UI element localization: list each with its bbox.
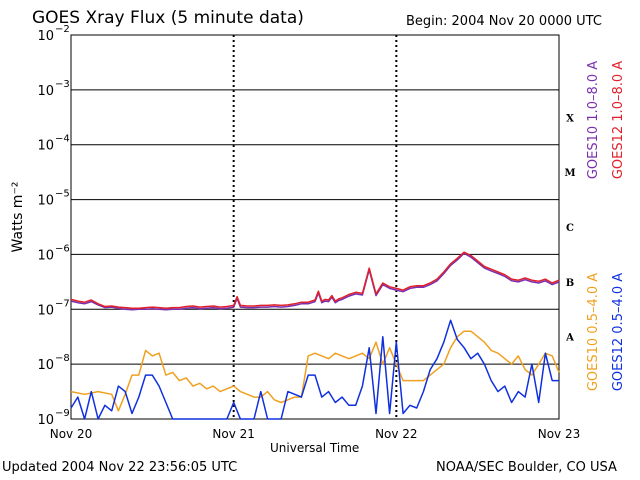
y-tick-label-exponent: −5 bbox=[55, 189, 70, 200]
legend-entry: GOES12 0.5–4.0 A bbox=[611, 273, 626, 391]
legend-entry: GOES12 1.0–8.0 A bbox=[611, 61, 626, 179]
credit-line: NOAA/SEC Boulder, CO USA bbox=[436, 460, 617, 475]
y-axis-title: Watts m⁻² bbox=[10, 182, 26, 253]
series-line bbox=[70, 252, 560, 311]
x-tick-label: Nov 21 bbox=[212, 427, 255, 441]
flare-class-label: M bbox=[564, 168, 575, 179]
x-axis-title: Universal Time bbox=[270, 441, 360, 455]
x-tick-label: Nov 22 bbox=[375, 427, 418, 441]
y-tick-label-base: 10 bbox=[37, 139, 54, 154]
plot-frame bbox=[70, 34, 560, 420]
series-line bbox=[70, 251, 560, 309]
flare-class-label: B bbox=[566, 278, 574, 289]
y-tick-label-base: 10 bbox=[37, 248, 54, 263]
series-line bbox=[70, 319, 559, 420]
y-tick-label-base: 10 bbox=[37, 358, 54, 373]
legend-entry: GOES10 0.5–4.0 A bbox=[586, 273, 601, 391]
y-tick-label-exponent: −3 bbox=[55, 79, 70, 90]
y-tick-label-base: 10 bbox=[37, 303, 54, 318]
y-tick-label-exponent: −7 bbox=[55, 298, 70, 309]
y-tick-label-exponent: −8 bbox=[55, 353, 70, 364]
y-tick-label-base: 10 bbox=[37, 29, 54, 44]
legend-entry: GOES10 1.0–8.0 A bbox=[586, 61, 601, 179]
y-tick-label-exponent: −4 bbox=[55, 134, 70, 145]
x-tick-label: Nov 20 bbox=[50, 427, 93, 441]
flare-class-label: A bbox=[565, 333, 574, 344]
chart-title: GOES Xray Flux (5 minute data) bbox=[32, 8, 304, 28]
series-line bbox=[70, 330, 560, 412]
x-tick-label: Nov 23 bbox=[538, 427, 581, 441]
updated-timestamp: Updated 2004 Nov 22 23:56:05 UTC bbox=[2, 460, 238, 475]
y-tick-label-exponent: −9 bbox=[55, 408, 70, 419]
flare-class-label: X bbox=[566, 113, 574, 124]
y-tick-label-exponent: −6 bbox=[55, 243, 70, 254]
y-tick-label-base: 10 bbox=[37, 84, 54, 99]
flare-class-label: C bbox=[566, 223, 574, 234]
y-tick-label-base: 10 bbox=[37, 194, 54, 209]
y-tick-label-base: 10 bbox=[37, 413, 54, 428]
y-tick-label-exponent: −2 bbox=[55, 24, 70, 35]
begin-time: Begin: 2004 Nov 20 0000 UTC bbox=[406, 14, 602, 29]
